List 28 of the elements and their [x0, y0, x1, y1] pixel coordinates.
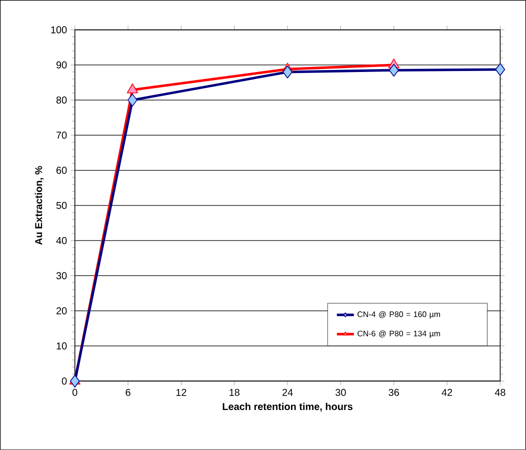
y-tick-label: 80 — [56, 96, 67, 104]
x-tick-label: 18 — [230, 388, 240, 396]
point — [70, 374, 80, 388]
point — [126, 84, 138, 94]
x-tick-label: 30 — [336, 388, 346, 396]
x-tick-label: 36 — [388, 388, 399, 396]
y-tick-label: 90 — [56, 61, 67, 68]
y-tick-label: 40 — [56, 237, 67, 244]
y-tick-label: 70 — [56, 132, 67, 139]
y-tick-label: 100 — [51, 26, 67, 34]
y-tick-label: 30 — [56, 272, 67, 280]
x-tick-label: 24 — [282, 388, 293, 396]
x-axis-title: Leach retention time, hours — [222, 402, 352, 412]
x-tick-label: 48 — [494, 388, 506, 396]
y-axis-title: Au Extraction, % — [34, 166, 44, 245]
x-tick-label: 12 — [176, 388, 186, 396]
y-tick-label: 20 — [56, 307, 67, 314]
x-tick-label: 6 — [126, 388, 130, 396]
point — [388, 64, 399, 77]
point — [282, 66, 292, 78]
point — [128, 94, 138, 106]
x-tick-label: 0 — [72, 388, 78, 396]
y-tick-label: 10 — [56, 342, 67, 350]
point — [495, 63, 506, 76]
x-tick-label: 42 — [442, 388, 452, 396]
y-tick-label: 60 — [56, 166, 67, 174]
y-tick-label: 50 — [56, 202, 67, 210]
y-tick-label: 0 — [62, 378, 67, 385]
